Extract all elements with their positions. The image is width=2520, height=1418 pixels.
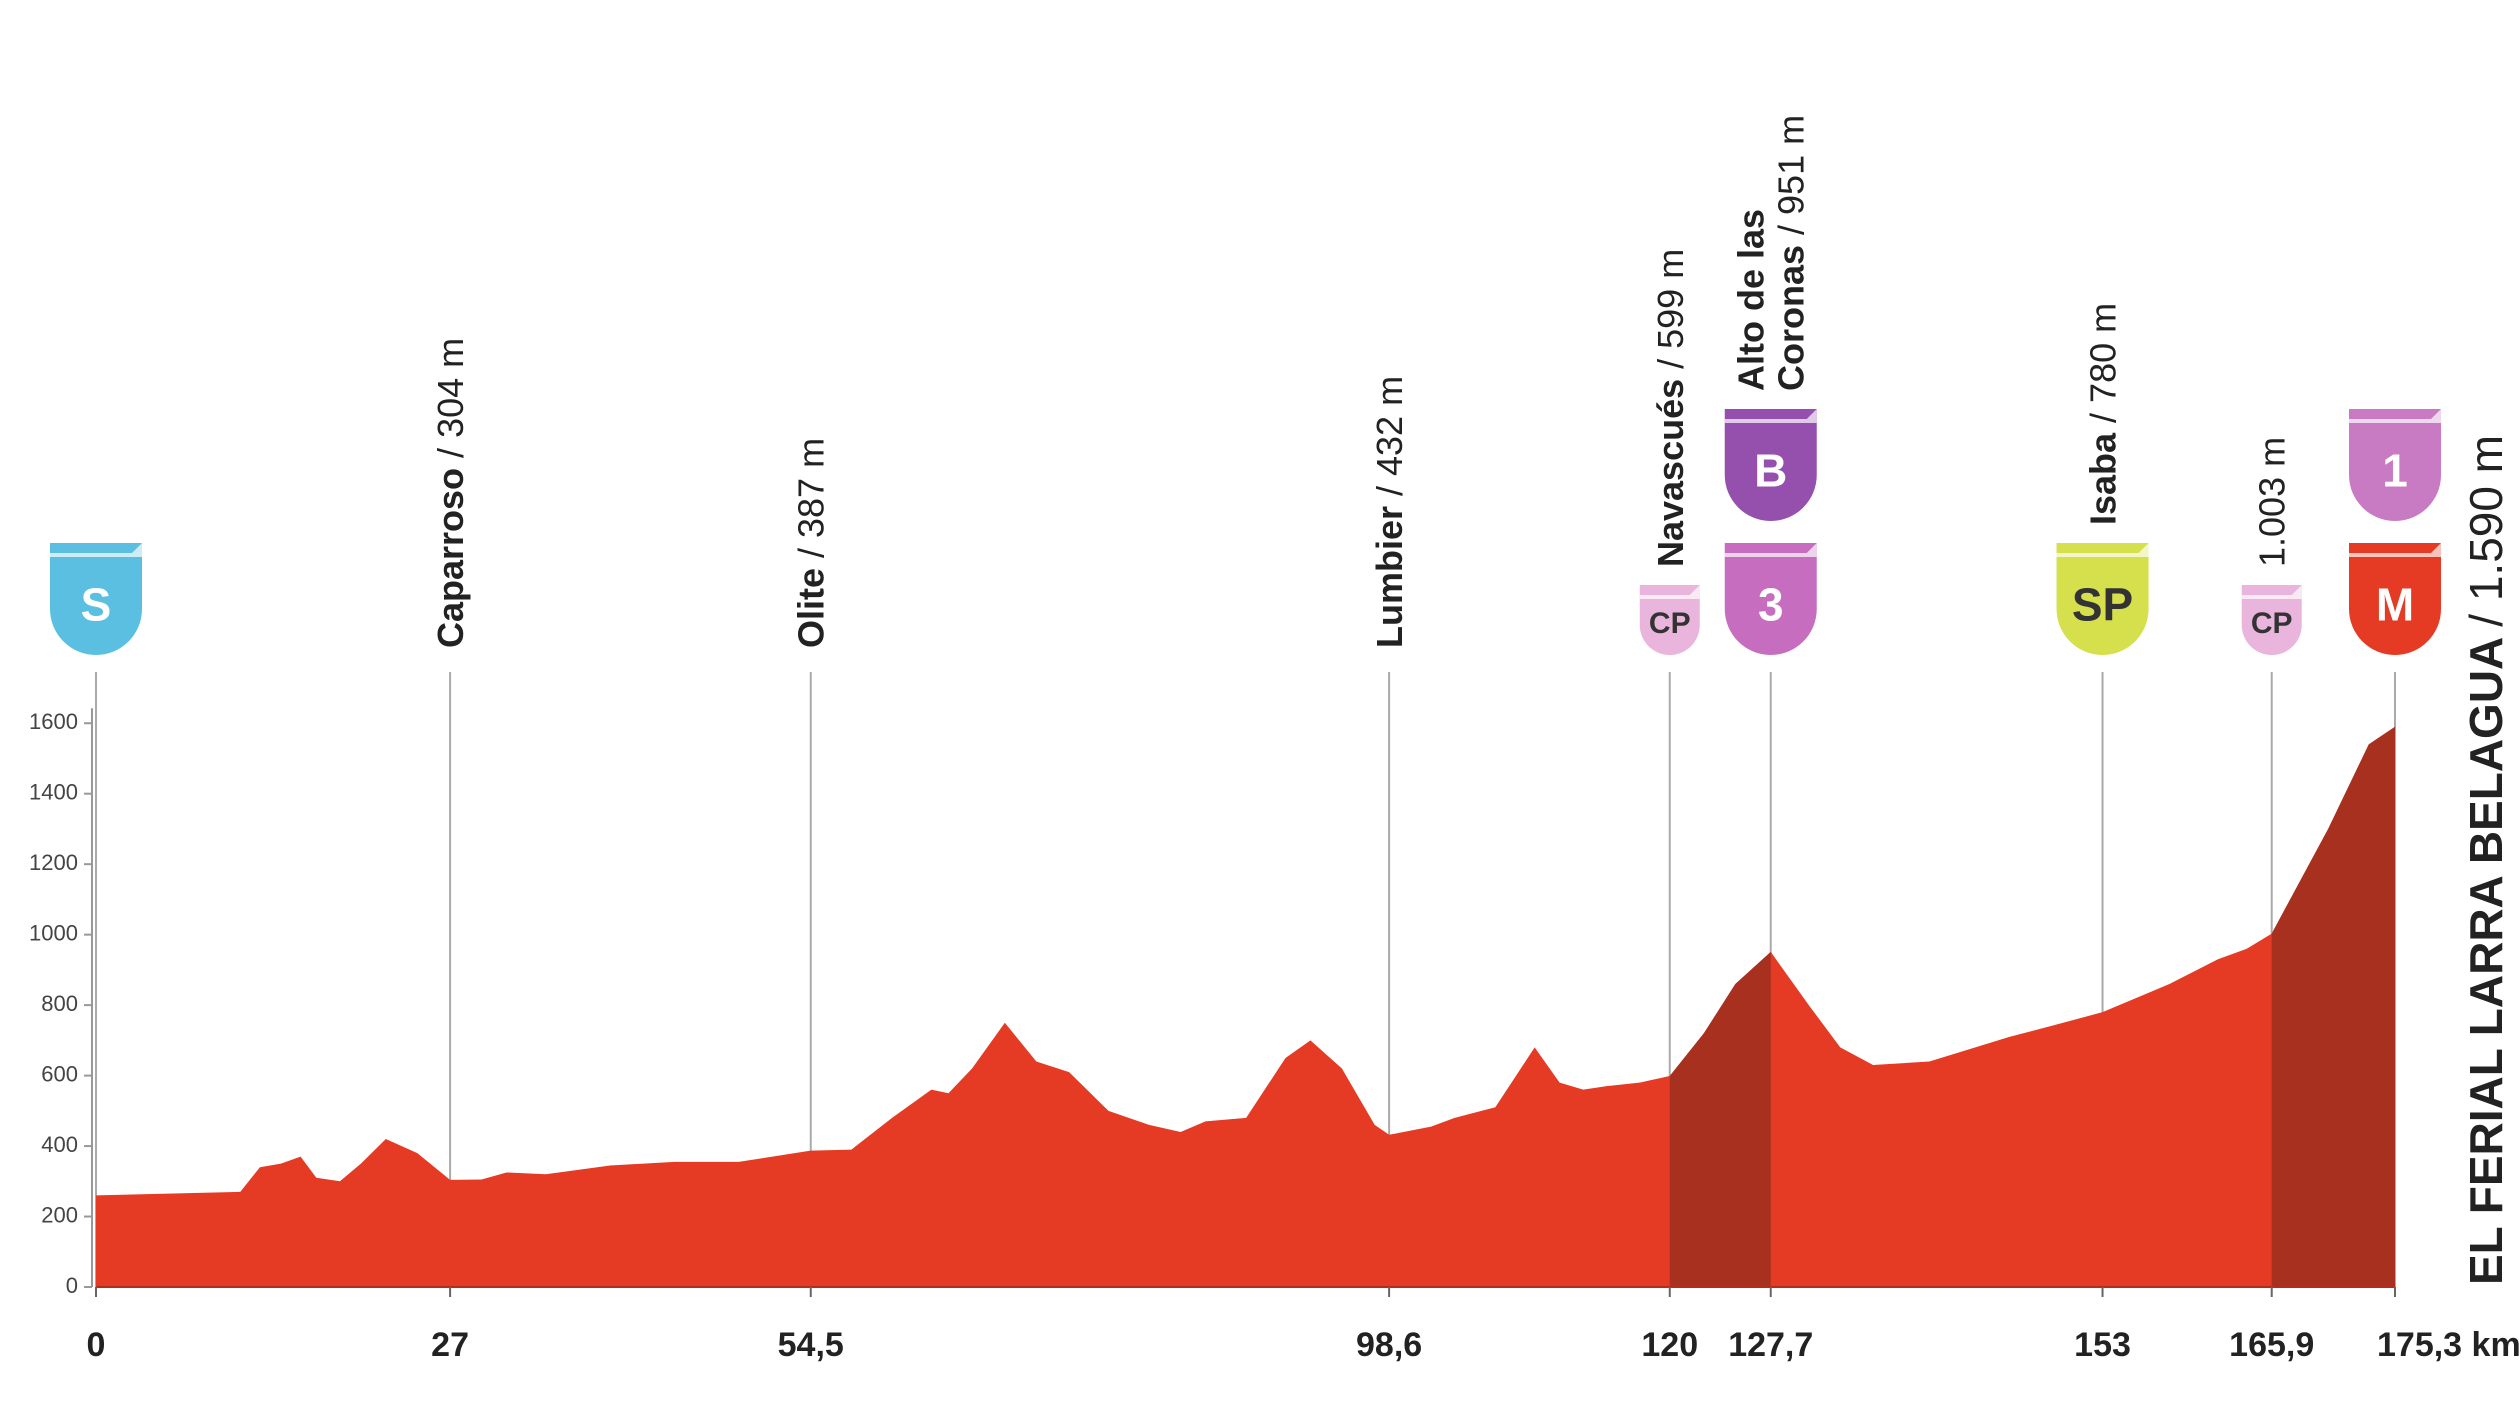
badge-flag — [2241, 585, 2302, 599]
y-tick-label: 600 — [41, 1061, 78, 1086]
badge-text: B — [1754, 445, 1787, 497]
x-tick-label: 0 — [87, 1326, 106, 1364]
waypoint-altitude: / 432 m — [1369, 376, 1410, 496]
badge-flag — [2349, 409, 2441, 423]
badge-shape — [1639, 585, 1700, 655]
badge-shape — [2349, 409, 2441, 521]
x-tick-label: 153 — [2074, 1326, 2131, 1364]
x-tick-label: 54,5 — [778, 1326, 844, 1364]
badge: CP — [2241, 585, 2302, 655]
y-tick-label: 1000 — [29, 920, 78, 945]
waypoint-name: Navascués — [1649, 379, 1690, 567]
x-tick-label: 98,6 — [1356, 1326, 1422, 1364]
waypoint-name: Isaba — [2082, 432, 2123, 525]
badge: B — [1724, 409, 1817, 521]
waypoint-altitude: / 599 m — [1649, 249, 1690, 369]
badge-text: CP — [2251, 607, 2293, 640]
elevation-area — [96, 726, 2395, 1287]
badge-text: 1 — [2382, 445, 2408, 497]
waypoint-altitude: / 780 m — [2082, 303, 2123, 423]
y-tick-label: 0 — [66, 1273, 78, 1298]
waypoint-altitude: / 951 m — [1770, 115, 1811, 235]
y-tick-label: 200 — [41, 1202, 78, 1227]
badge: 1 — [2349, 409, 2441, 521]
y-tick-label: 1200 — [29, 850, 78, 875]
waypoint-altitude: / 387 m — [790, 438, 831, 558]
x-tick-label: 120 — [1641, 1326, 1698, 1364]
badge: 3 — [1724, 543, 1817, 655]
waypoint-label: Olite / 387 m — [790, 438, 831, 648]
y-tick-label: 400 — [41, 1132, 78, 1157]
badge: S — [50, 543, 142, 655]
badge-shape — [2241, 585, 2302, 655]
waypoint-name: Caparroso — [430, 468, 471, 648]
badge-text: SP — [2072, 579, 2133, 631]
badge-shape — [1724, 409, 1817, 521]
waypoint-label: Caparroso / 304 m — [430, 338, 471, 648]
finish-name: EL FERIAL LARRA BELAGUA — [2460, 637, 2512, 1285]
badge-shape — [2349, 543, 2441, 655]
badge: SP — [2056, 543, 2149, 655]
badge: M — [2349, 543, 2441, 655]
waypoint-altitude: 1.003 m — [2251, 437, 2292, 567]
badge-text: 3 — [1758, 579, 1784, 631]
waypoint-name: Coronas — [1770, 245, 1811, 391]
finish-label: EL FERIAL LARRA BELAGUA / 1.590 m — [2460, 435, 2512, 1285]
waypoint-label: Lumbier / 432 m — [1369, 376, 1410, 648]
x-tick-label: 175,3 km — [2377, 1326, 2520, 1364]
badge: CP — [1639, 585, 1700, 655]
y-tick-label: 1600 — [29, 709, 78, 734]
y-tick-label: 1400 — [29, 780, 78, 805]
badge-flag — [1639, 585, 1700, 599]
badge-shape — [1724, 543, 1817, 655]
waypoint-name: Olite — [790, 568, 831, 648]
badge-flag — [2349, 543, 2441, 557]
finish-altitude: / 1.590 m — [2460, 435, 2512, 627]
y-tick-label: 800 — [41, 991, 78, 1016]
badge-flag — [1724, 409, 1817, 423]
badge-flag — [1724, 543, 1817, 557]
badge-shape — [50, 543, 142, 655]
badge-flag — [2056, 543, 2149, 557]
badge-shape — [2056, 543, 2149, 655]
waypoint-label: Alto de las — [1730, 209, 1771, 391]
x-tick-label: 27 — [431, 1326, 469, 1364]
x-tick-label: 127,7 — [1728, 1326, 1813, 1364]
waypoint-name: Lumbier — [1369, 506, 1410, 648]
badge-flag — [50, 543, 142, 557]
waypoint-name: Alto de las — [1730, 209, 1771, 391]
badge-text: S — [81, 579, 112, 631]
badge-text: M — [2376, 579, 2414, 631]
badge-text: CP — [1649, 607, 1691, 640]
waypoint-label: Isaba / 780 m — [2082, 303, 2123, 525]
waypoint-altitude: / 304 m — [430, 338, 471, 458]
waypoint-label: Coronas / 951 m — [1770, 115, 1811, 391]
x-tick-label: 165,9 — [2229, 1326, 2314, 1364]
waypoint-label: 1.003 m — [2251, 437, 2292, 567]
waypoint-label: Navascués / 599 m — [1649, 249, 1690, 567]
